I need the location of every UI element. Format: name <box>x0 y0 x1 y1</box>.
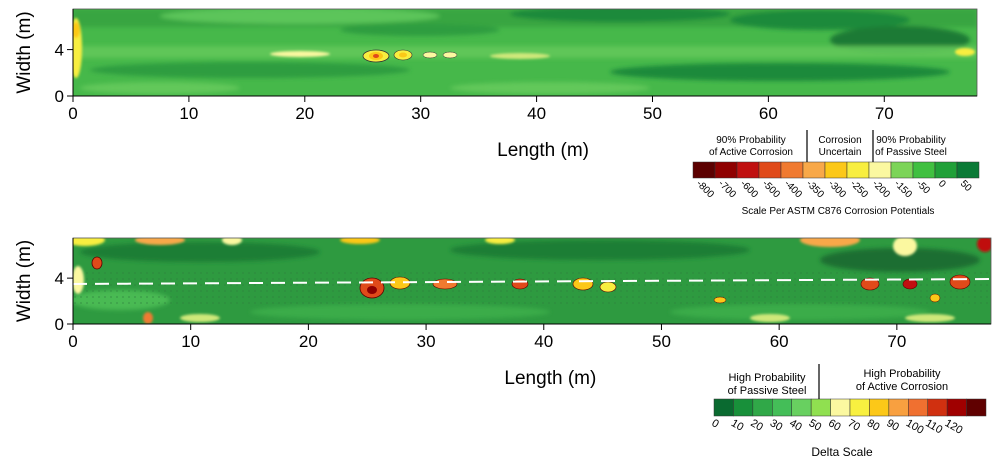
legend-swatch <box>849 398 870 417</box>
legend-swatch <box>752 398 773 417</box>
legend-swatch <box>692 161 716 179</box>
legend-tick-label: -600 <box>738 178 760 200</box>
top-heatmap <box>72 8 978 97</box>
legend-tick-label: 80 <box>865 417 882 434</box>
legend-tick-label: -700 <box>716 178 738 200</box>
legend-tick-label: -800 <box>694 178 716 200</box>
x-tick-label: 60 <box>770 332 789 351</box>
legend-swatch <box>772 398 792 417</box>
x-tick-label: 70 <box>887 332 906 351</box>
legend-swatch <box>846 161 870 179</box>
legend-swatch <box>934 161 958 179</box>
legend-swatch <box>888 398 909 417</box>
legend-tick-label: -50 <box>914 178 932 196</box>
legend-group-label: Uncertain <box>819 147 862 158</box>
legend-tick-label: -150 <box>892 178 914 200</box>
x-axis-title: Length (m) <box>497 140 589 161</box>
legend-swatch <box>830 398 851 417</box>
legend-swatch <box>869 398 890 417</box>
x-tick-label: 30 <box>417 332 436 351</box>
legend-tick-label: 50 <box>807 417 824 434</box>
legend-group-label: of Passive Steel <box>728 385 807 397</box>
legend-group-label: High Probability <box>863 368 941 380</box>
x-tick-label: 50 <box>643 104 662 123</box>
x-tick-label: 20 <box>299 332 318 351</box>
legend-title: Scale Per ASTM C876 Corrosion Potentials <box>742 206 935 217</box>
legend-tick-label: 0 <box>710 417 721 430</box>
legend-tick-label: 120 <box>943 417 965 437</box>
bottom-heatmap <box>72 237 992 325</box>
x-tick-label: 20 <box>295 104 314 123</box>
legend-tick-label: 40 <box>787 417 804 434</box>
legend-tick-label: 0 <box>936 178 948 190</box>
legend-tick-label: -500 <box>760 178 782 200</box>
legend-title: Delta Scale <box>811 445 873 459</box>
legend-tick-label: 10 <box>729 417 746 434</box>
legend-tick-label: 100 <box>904 417 926 437</box>
top-legend: -800 -700 -600 -500 -400 -350 -300 -250 -200 -150… <box>692 130 980 217</box>
legend-tick-label: 110 <box>923 417 944 436</box>
legend-group-label: Corrosion <box>818 135 861 146</box>
legend-swatch <box>927 398 948 417</box>
y-axis-title: Width (m) <box>14 11 35 93</box>
y-tick-label: 0 <box>55 87 64 106</box>
legend-tick-label: -300 <box>826 178 848 200</box>
x-axis-title: Length (m) <box>504 368 596 389</box>
legend-tick-label: 90 <box>884 417 901 434</box>
legend-group-label: of Active Corrosion <box>709 147 793 158</box>
legend-swatch <box>758 161 782 179</box>
legend-swatch <box>908 398 928 417</box>
legend-tick-label: 60 <box>826 417 843 434</box>
legend-swatch <box>810 398 831 417</box>
legend-group-label: 90% Probability <box>876 135 945 146</box>
top-axes: 0 10 20 30 40 50 60 70 0 4 Length (m) Width (m) <box>14 9 977 161</box>
legend-swatch <box>791 398 812 417</box>
legend-group-label: High Probability <box>728 372 806 384</box>
legend-group-label: of Passive Steel <box>875 147 947 158</box>
legend-tick-label: 30 <box>768 417 785 434</box>
x-tick-label: 0 <box>68 104 77 123</box>
legend-swatch <box>733 398 754 417</box>
y-tick-label: 4 <box>55 269 64 288</box>
bottom-axes: 0 10 20 30 40 50 60 70 0 4 Length (m) Width (m) <box>14 238 991 389</box>
x-tick-label: 70 <box>875 104 894 123</box>
x-tick-label: 40 <box>534 332 553 351</box>
legend-swatch <box>956 161 980 179</box>
legend-swatch <box>890 161 914 179</box>
x-tick-label: 40 <box>527 104 546 123</box>
legend-group-label: of Active Corrosion <box>856 381 948 393</box>
legend-tick-label: -350 <box>804 178 826 200</box>
legend-swatch <box>824 161 848 179</box>
x-tick-label: 60 <box>759 104 778 123</box>
legend-swatch <box>912 161 936 179</box>
legend-tick-label: -200 <box>870 178 892 200</box>
legend-tick-label: -250 <box>848 178 870 200</box>
x-tick-label: 30 <box>411 104 430 123</box>
legend-swatch <box>713 398 734 417</box>
legend-tick-label: 50 <box>958 178 974 194</box>
legend-swatch <box>946 398 967 417</box>
legend-swatch <box>966 398 987 417</box>
legend-swatch <box>714 161 738 179</box>
x-tick-label: 50 <box>652 332 671 351</box>
legend-swatch <box>780 161 804 179</box>
y-tick-label: 4 <box>55 41 64 60</box>
legend-swatch <box>736 161 760 179</box>
x-tick-label: 10 <box>179 104 198 123</box>
x-tick-label: 0 <box>68 332 77 351</box>
y-tick-label: 0 <box>55 315 64 334</box>
legend-swatch <box>802 161 826 179</box>
legend-group-label: 90% Probability <box>716 135 785 146</box>
y-axis-title: Width (m) <box>14 240 35 322</box>
legend-tick-label: 20 <box>748 417 765 434</box>
x-tick-label: 10 <box>181 332 200 351</box>
legend-tick-label: -400 <box>782 178 804 200</box>
legend-tick-label: 70 <box>846 417 863 434</box>
legend-swatch <box>868 161 892 179</box>
